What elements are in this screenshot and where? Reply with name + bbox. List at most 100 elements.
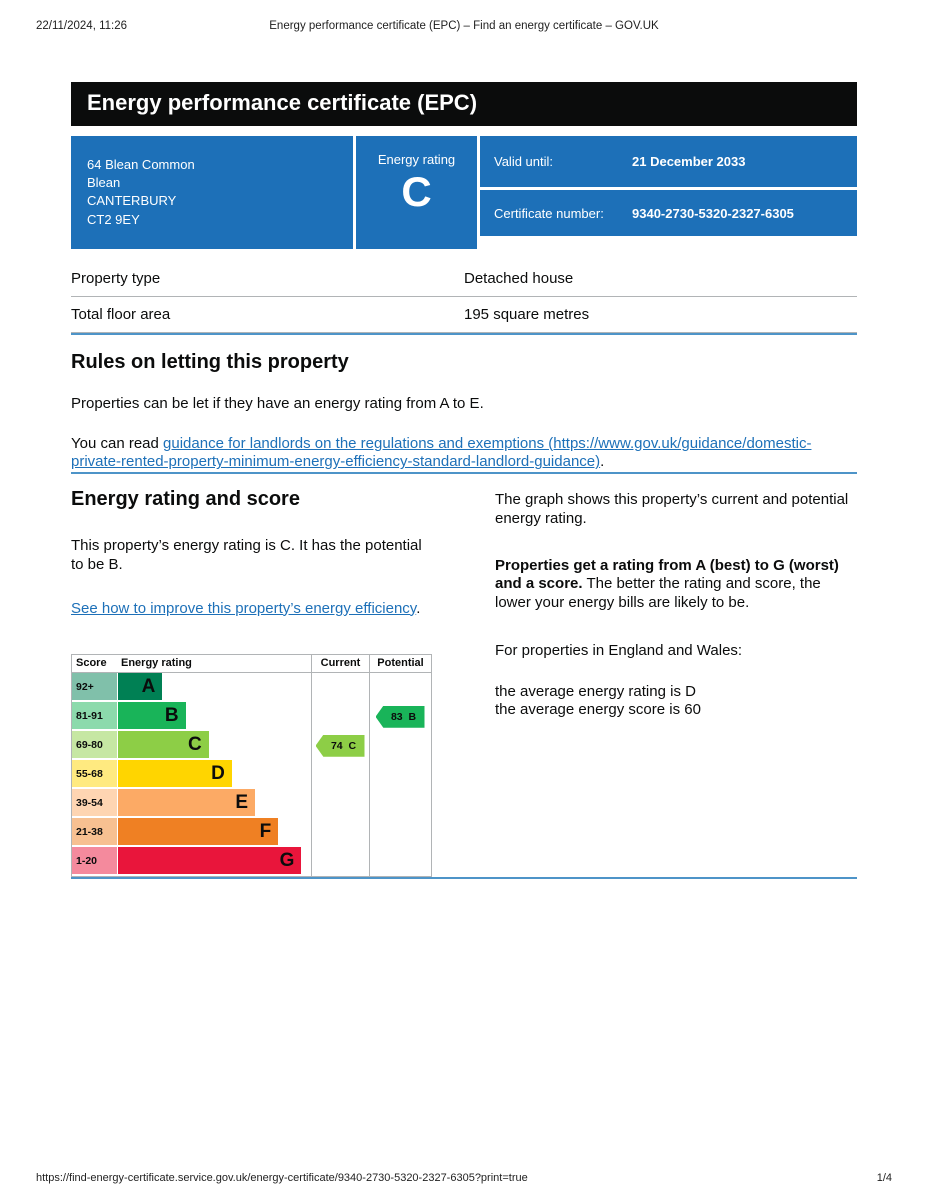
valid-until-value: 21 December 2033 <box>632 154 746 169</box>
chart-header-rating: Energy rating <box>117 655 311 674</box>
chart-header-potential: Potential <box>369 655 431 674</box>
property-type-value: Detached house <box>464 269 574 287</box>
current-column-cell <box>311 847 369 877</box>
current-column-cell <box>311 789 369 819</box>
potential-column-cell <box>369 760 431 790</box>
rating-explanation-rest: The better the rating and score, the low… <box>495 575 821 611</box>
energy-rating-value: C <box>401 168 432 215</box>
potential-rating-marker: 83 B <box>375 705 425 728</box>
rating-left-column: Energy rating and score This property’s … <box>71 488 432 878</box>
epc-banner: Energy performance certificate (EPC) <box>71 82 857 126</box>
rating-explanation: Properties get a rating from A (best) to… <box>495 557 857 613</box>
property-details-table: Property type Detached house Total floor… <box>71 261 857 333</box>
potential-column-cell <box>369 847 431 877</box>
table-row: Total floor area 195 square metres <box>71 297 857 333</box>
certificate-content: Energy performance certificate (EPC) 64 … <box>71 34 857 880</box>
epc-chart: Score Energy rating Current Potential 92… <box>71 654 432 878</box>
valid-until-box: Valid until: 21 December 2033 <box>480 136 857 187</box>
epc-band-row-G: G <box>117 847 311 877</box>
print-datetime: 22/11/2024, 11:26 <box>36 20 128 32</box>
epc-band-A: A <box>118 673 163 701</box>
address-line-1: 64 Blean Common <box>87 157 195 172</box>
section-divider <box>71 332 857 335</box>
landlord-guidance-link[interactable]: guidance for landlords on the regulation… <box>71 434 812 471</box>
current-column-cell <box>311 673 369 703</box>
epc-band-row-B: B <box>117 702 311 732</box>
energy-rating-box: Energy rating C <box>356 136 477 249</box>
epc-score-B: 81-91 <box>72 702 117 732</box>
footer-url: https://find-energy-certificate.service.… <box>36 1172 528 1184</box>
footer-page-number: 1/4 <box>876 1172 892 1184</box>
rules-paragraph-2-suffix: . <box>600 453 605 471</box>
floor-area-value: 195 square metres <box>464 305 590 323</box>
section-divider <box>71 877 857 880</box>
epc-score-A: 92+ <box>72 673 117 703</box>
certificate-number-box: Certificate number: 9340-2730-5320-2327-… <box>480 190 857 236</box>
potential-column-cell <box>369 702 431 732</box>
epc-band-row-C: C <box>117 731 311 761</box>
epc-band-C: C <box>118 731 209 759</box>
energy-rating-label: Energy rating <box>377 152 456 167</box>
epc-band-row-E: E <box>117 789 311 819</box>
epc-score-G: 1-20 <box>72 847 117 877</box>
current-column-cell <box>311 760 369 790</box>
potential-column-cell <box>369 818 431 848</box>
potential-column-cell <box>369 789 431 819</box>
epc-band-F: F <box>118 818 279 846</box>
epc-band-row-F: F <box>117 818 311 848</box>
print-header: 22/11/2024, 11:26 Energy performance cer… <box>0 0 928 34</box>
certificate-meta: Valid until: 21 December 2033 Certificat… <box>480 136 857 249</box>
valid-until-label: Valid until: <box>494 154 554 169</box>
print-page-title: Energy performance certificate (EPC) – F… <box>269 20 659 32</box>
print-footer: https://find-energy-certificate.service.… <box>36 1172 892 1184</box>
rating-right-column: The graph shows this property’s current … <box>495 488 857 877</box>
epc-score-F: 21-38 <box>72 818 117 848</box>
current-rating-marker: 74 C <box>315 734 365 757</box>
epc-band-E: E <box>118 789 256 817</box>
table-row: Property type Detached house <box>71 261 857 297</box>
epc-score-D: 55-68 <box>72 760 117 790</box>
certificate-summary: 64 Blean Common Blean CANTERBURY CT2 9EY… <box>71 136 857 249</box>
rating-intro: This property’s energy rating is C. It h… <box>71 537 422 573</box>
epc-band-D: D <box>118 760 232 788</box>
rating-heading: Energy rating and score <box>71 488 300 510</box>
average-ratings: the average energy rating is D the avera… <box>495 683 857 721</box>
certificate-number-label: Certificate number: <box>494 205 604 221</box>
graph-description: The graph shows this property’s current … <box>495 491 849 527</box>
chart-header-current: Current <box>311 655 369 674</box>
certificate-number-value: 9340-2730-5320-2327-6305 <box>632 205 794 221</box>
epc-band-G: G <box>118 847 302 875</box>
chart-header-score: Score <box>72 655 117 674</box>
potential-column-cell <box>369 673 431 703</box>
rating-explanation-bold: Properties get a rating from A (best) to… <box>495 556 839 593</box>
england-wales-intro: For properties in England and Wales: <box>495 641 743 659</box>
address-line-2: Blean <box>87 175 121 191</box>
current-column-cell <box>311 818 369 848</box>
current-column-cell <box>311 702 369 732</box>
rules-paragraph-1: Properties can be let if they have an en… <box>71 394 484 412</box>
epc-score-E: 39-54 <box>72 789 117 819</box>
energy-rating-section: Energy rating and score This property’s … <box>71 488 857 878</box>
improve-link-suffix: . <box>416 599 421 617</box>
improve-efficiency-link[interactable]: See how to improve this property’s energ… <box>71 599 417 617</box>
epc-band-B: B <box>118 702 186 730</box>
address-line-4: CT2 9EY <box>87 211 140 227</box>
average-rating-line: the average energy rating is D <box>495 682 696 700</box>
current-column-cell <box>311 731 369 761</box>
rules-heading: Rules on letting this property <box>71 350 349 373</box>
address-line-3: CANTERBURY <box>87 193 177 209</box>
property-type-label: Property type <box>71 269 161 287</box>
floor-area-label: Total floor area <box>71 305 171 323</box>
section-divider <box>71 472 857 474</box>
rules-section: Rules on letting this property Propertie… <box>71 351 857 472</box>
epc-band-row-A: A <box>117 673 311 703</box>
epc-band-row-D: D <box>117 760 311 790</box>
rules-paragraph-2-prefix: You can read <box>71 434 164 452</box>
property-address: 64 Blean Common Blean CANTERBURY CT2 9EY <box>71 136 353 249</box>
epc-score-C: 69-80 <box>72 731 117 761</box>
average-score-line: the average energy score is 60 <box>495 701 701 719</box>
improve-paragraph: See how to improve this property’s energ… <box>71 600 432 619</box>
potential-column-cell <box>369 731 431 761</box>
rules-paragraph-2: You can read guidance for landlords on t… <box>71 435 831 473</box>
